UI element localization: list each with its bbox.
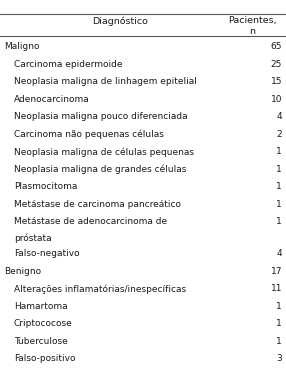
Text: Pacientes,: Pacientes, [228, 16, 276, 24]
Text: Falso-negativo: Falso-negativo [14, 249, 80, 258]
Text: Neoplasia maligna de grandes células: Neoplasia maligna de grandes células [14, 165, 186, 174]
Text: 4: 4 [276, 112, 282, 121]
Text: 25: 25 [271, 60, 282, 69]
Text: Carcinoma epidermoide: Carcinoma epidermoide [14, 60, 122, 69]
Text: 1: 1 [276, 217, 282, 226]
Text: Adenocarcinoma: Adenocarcinoma [14, 95, 90, 104]
Text: Neoplasia maligna de linhagem epitelial: Neoplasia maligna de linhagem epitelial [14, 77, 197, 86]
Text: 17: 17 [271, 267, 282, 276]
Text: 4: 4 [276, 249, 282, 258]
Text: Hamartoma: Hamartoma [14, 302, 67, 311]
Text: 10: 10 [271, 95, 282, 104]
Text: 1: 1 [276, 337, 282, 346]
Text: Metástase de carcinoma pancreático: Metástase de carcinoma pancreático [14, 200, 181, 209]
Text: 1: 1 [276, 165, 282, 174]
Text: 1: 1 [276, 200, 282, 209]
Text: Plasmocitoma: Plasmocitoma [14, 182, 78, 191]
Text: 15: 15 [271, 77, 282, 86]
Text: 65: 65 [271, 43, 282, 51]
Text: Tuberculose: Tuberculose [14, 337, 68, 346]
Text: Neoplasia maligna pouco diferenciada: Neoplasia maligna pouco diferenciada [14, 112, 188, 121]
Text: 1: 1 [276, 182, 282, 191]
Text: Criptococose: Criptococose [14, 319, 73, 329]
Text: próstata: próstata [14, 233, 52, 243]
Text: Alterações inflamatórias/inespecíficas: Alterações inflamatórias/inespecíficas [14, 284, 186, 294]
Text: Neoplasia maligna de células pequenas: Neoplasia maligna de células pequenas [14, 147, 194, 157]
Text: 3: 3 [276, 354, 282, 363]
Text: Diagnóstico: Diagnóstico [92, 16, 148, 26]
Text: 1: 1 [276, 147, 282, 157]
Text: Falso-positivo: Falso-positivo [14, 354, 76, 363]
Text: 1: 1 [276, 302, 282, 311]
Text: 2: 2 [276, 130, 282, 139]
Text: Maligno: Maligno [4, 43, 39, 51]
Text: 11: 11 [271, 285, 282, 293]
Text: Carcinoma não pequenas células: Carcinoma não pequenas células [14, 130, 164, 139]
Text: Metástase de adenocarcinoma de: Metástase de adenocarcinoma de [14, 217, 167, 226]
Text: n: n [249, 27, 255, 36]
Text: Benigno: Benigno [4, 267, 41, 276]
Text: 1: 1 [276, 319, 282, 329]
